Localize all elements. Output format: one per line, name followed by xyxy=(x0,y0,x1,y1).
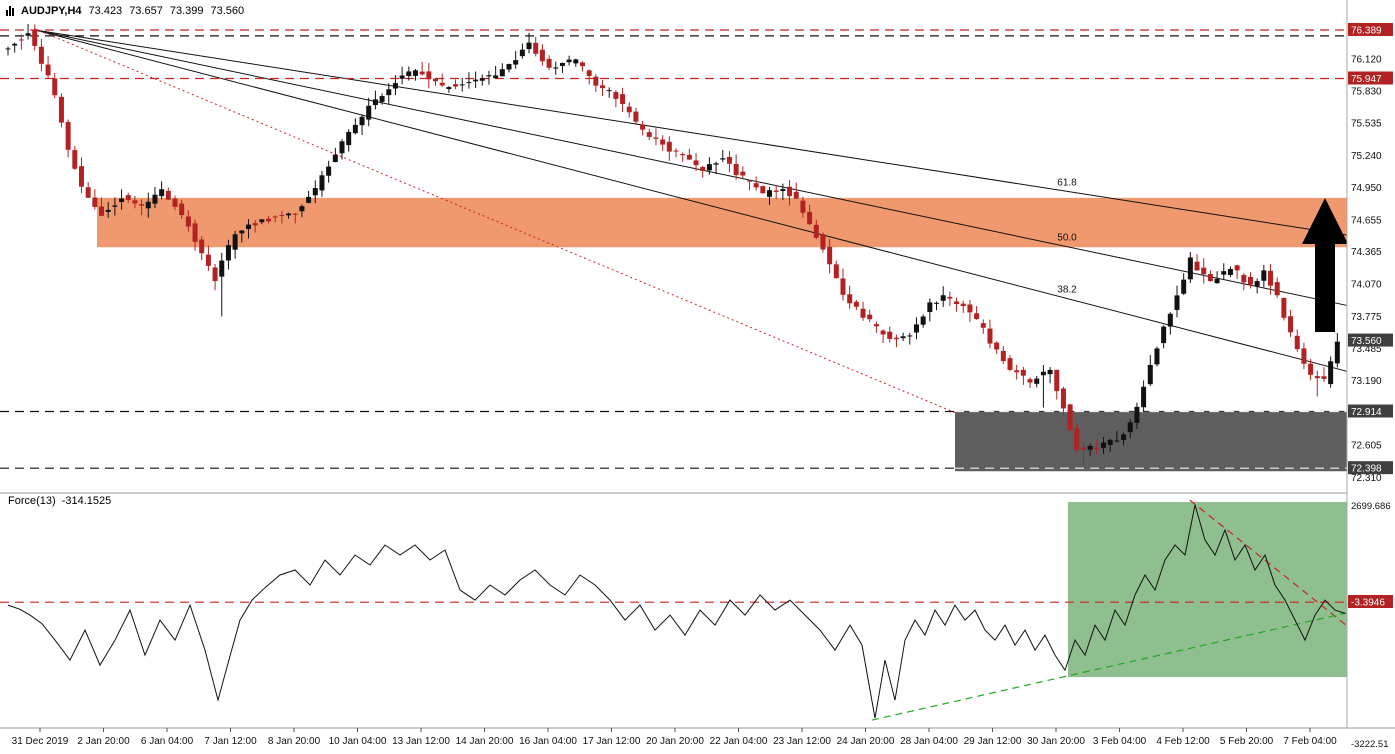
time-tick-label: 3 Feb 04:00 xyxy=(1093,736,1147,747)
price-level-badge-text: 75.947 xyxy=(1351,74,1382,85)
time-tick-label: 6 Jan 04:00 xyxy=(141,736,194,747)
symbol-timeframe-label: AUDJPY,H4 xyxy=(21,5,82,17)
price-tick-label: 74.365 xyxy=(1351,247,1382,258)
quote-open: 73.423 xyxy=(88,5,123,17)
price-tick-label: 73.775 xyxy=(1351,312,1382,323)
time-tick-label: 13 Jan 12:00 xyxy=(392,736,450,747)
price-tick-label: 73.190 xyxy=(1351,376,1382,387)
fib-fan-line xyxy=(34,29,1348,306)
indicator-name: Force(13) xyxy=(8,495,56,507)
price-tick-label: 72.605 xyxy=(1351,440,1382,451)
time-tick-label: 24 Jan 20:00 xyxy=(837,736,895,747)
price-level-badge-text: 76.389 xyxy=(1351,25,1382,36)
price-tick-label: 74.950 xyxy=(1351,183,1382,194)
force-trendline xyxy=(871,612,1348,721)
time-tick-label: 16 Jan 04:00 xyxy=(519,736,577,747)
fib-fan-line xyxy=(34,29,1348,236)
candlestick-chart-icon xyxy=(6,6,14,16)
price-tick-label: 72.310 xyxy=(1351,473,1382,484)
force-tick-label: -3222.51 xyxy=(1351,739,1389,750)
symbol-quote-readout: AUDJPY,H4 73.423 73.657 73.399 73.560 xyxy=(6,5,244,17)
time-tick-label: 20 Jan 20:00 xyxy=(646,736,704,747)
quote-close: 73.560 xyxy=(210,5,245,17)
fib-fan: 61.8 50.0 38.2 xyxy=(34,29,1348,372)
price-tick-label: 75.535 xyxy=(1351,119,1382,130)
price-tick-label: 75.830 xyxy=(1351,86,1382,97)
force-level-badge xyxy=(1348,595,1393,608)
price-level-badge xyxy=(1348,461,1393,475)
price-level-badge xyxy=(1348,22,1393,36)
price-level-badge xyxy=(1348,404,1393,418)
time-tick-label: 31 Dec 2019 xyxy=(12,736,69,747)
force-trendline xyxy=(1189,499,1348,627)
time-tick-label: 10 Jan 04:00 xyxy=(329,736,387,747)
time-tick-label: 17 Jan 12:00 xyxy=(583,736,641,747)
price-level-badge-text: 72.914 xyxy=(1351,407,1382,418)
indicator-readout: Force(13) -314.1525 xyxy=(8,495,111,507)
time-tick-label: 30 Jan 20:00 xyxy=(1027,736,1085,747)
time-tick-label: 5 Feb 20:00 xyxy=(1220,736,1274,747)
time-tick-label: 14 Jan 20:00 xyxy=(456,736,514,747)
price-tick-label: 76.120 xyxy=(1351,55,1382,66)
indicator-value: -314.1525 xyxy=(61,495,112,507)
demand-zone xyxy=(955,411,1347,472)
time-tick-label: 8 Jan 20:00 xyxy=(268,736,321,747)
price-level-badge xyxy=(1348,333,1393,347)
price-axis-background xyxy=(1347,0,1395,754)
price-level-badge-text: 73.560 xyxy=(1351,336,1382,347)
fib-level-label: 61.8 xyxy=(1057,177,1077,188)
price-tick-label: 74.070 xyxy=(1351,280,1382,291)
quote-low: 73.399 xyxy=(169,5,204,17)
fib-fan-line xyxy=(34,29,1348,372)
price-tick-label: 75.240 xyxy=(1351,151,1382,162)
force-divergence-zone xyxy=(1068,502,1347,678)
time-tick-label: 7 Jan 12:00 xyxy=(204,736,257,747)
supply-zone xyxy=(97,197,1347,248)
time-tick-label: 23 Jan 12:00 xyxy=(773,736,831,747)
price-axis[interactable]: 76.120 75.830 75.535 75.240 74.950 74.655 74.3… xyxy=(1348,22,1393,750)
fib-level-label: 38.2 xyxy=(1057,284,1077,295)
bullish-up-arrow-annotation xyxy=(1302,198,1348,332)
time-tick-label: 2 Jan 20:00 xyxy=(77,736,130,747)
price-tick-label: 74.655 xyxy=(1351,215,1382,226)
force-level-badge-text: -3.3946 xyxy=(1351,598,1385,609)
price-tick-label: 73.485 xyxy=(1351,344,1382,355)
time-tick-label: 22 Jan 04:00 xyxy=(710,736,768,747)
time-tick-label: 28 Jan 04:00 xyxy=(900,736,958,747)
time-tick-label: 29 Jan 12:00 xyxy=(964,736,1022,747)
candlesticks xyxy=(5,24,1340,466)
fib-level-label: 50.0 xyxy=(1057,233,1077,244)
time-axis[interactable]: 31 Dec 2019 2 Jan 20:00 6 Jan 04:00 7 Jan 1… xyxy=(12,728,1337,747)
quote-high: 73.657 xyxy=(129,5,163,17)
force-index-line xyxy=(7,504,1346,719)
force-tick-label: 2699.686 xyxy=(1351,501,1391,512)
price-level-badge xyxy=(1348,71,1393,85)
time-tick-label: 4 Feb 12:00 xyxy=(1156,736,1210,747)
price-level-badge-text: 72.398 xyxy=(1351,464,1382,475)
time-tick-label: 7 Feb 04:00 xyxy=(1283,736,1337,747)
